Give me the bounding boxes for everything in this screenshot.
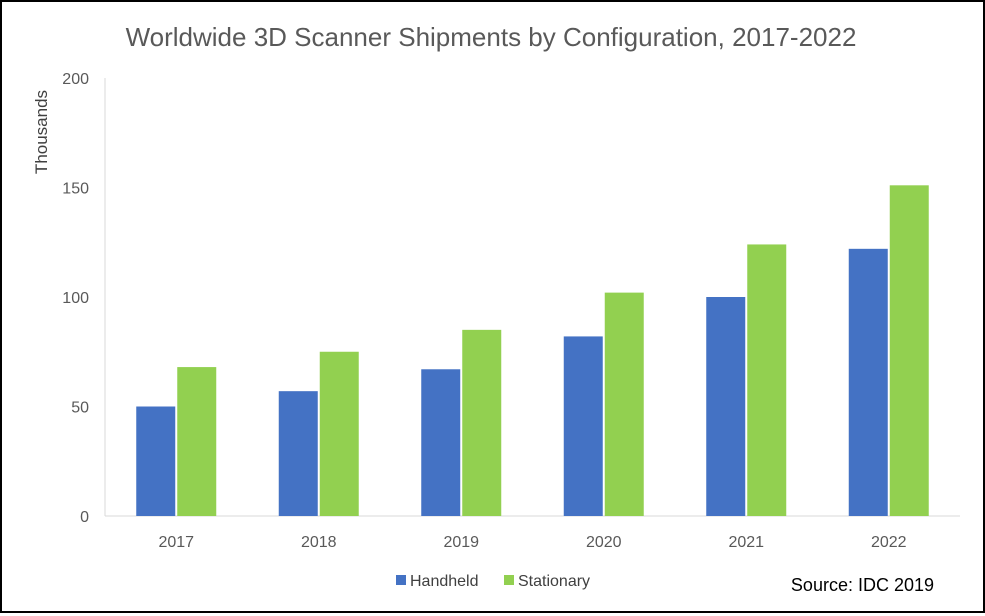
legend: Handheld Stationary [396, 573, 590, 590]
x-tick-label: 2017 [158, 534, 194, 551]
legend-label-stationary: Stationary [518, 573, 590, 590]
source-note: Source: IDC 2019 [791, 575, 934, 595]
bars-group [136, 185, 929, 516]
y-tick-label: 150 [62, 181, 89, 198]
x-tick-label: 2018 [301, 534, 337, 551]
bar-stationary-2019 [462, 329, 502, 516]
bar-stationary-2020 [604, 292, 644, 516]
bar-handheld-2018 [278, 391, 318, 516]
legend-label-handheld: Handheld [410, 573, 479, 590]
y-tick-label: 50 [71, 400, 89, 417]
bar-stationary-2021 [747, 244, 787, 516]
x-axis-ticks: 2017 2018 2019 2020 2021 2022 [158, 534, 906, 551]
y-tick-label: 100 [62, 290, 89, 307]
bar-stationary-2018 [319, 351, 359, 516]
bar-stationary-2022 [889, 185, 929, 516]
x-tick-label: 2022 [871, 534, 907, 551]
x-tick-label: 2021 [728, 534, 764, 551]
bar-handheld-2020 [563, 336, 603, 516]
y-axis-label: Thousands [32, 90, 51, 174]
bar-stationary-2017 [177, 367, 217, 516]
bar-handheld-2022 [848, 248, 888, 516]
bar-handheld-2019 [421, 369, 461, 516]
y-tick-label: 0 [80, 509, 89, 526]
bar-handheld-2021 [706, 297, 746, 516]
legend-swatch-handheld [396, 575, 406, 585]
chart-title: Worldwide 3D Scanner Shipments by Config… [126, 22, 857, 52]
x-tick-label: 2020 [586, 534, 622, 551]
y-axis-ticks: 0 50 100 150 200 [62, 71, 89, 526]
legend-swatch-stationary [504, 575, 514, 585]
bar-handheld-2017 [136, 406, 176, 516]
y-tick-label: 200 [62, 71, 89, 88]
x-tick-label: 2019 [443, 534, 479, 551]
